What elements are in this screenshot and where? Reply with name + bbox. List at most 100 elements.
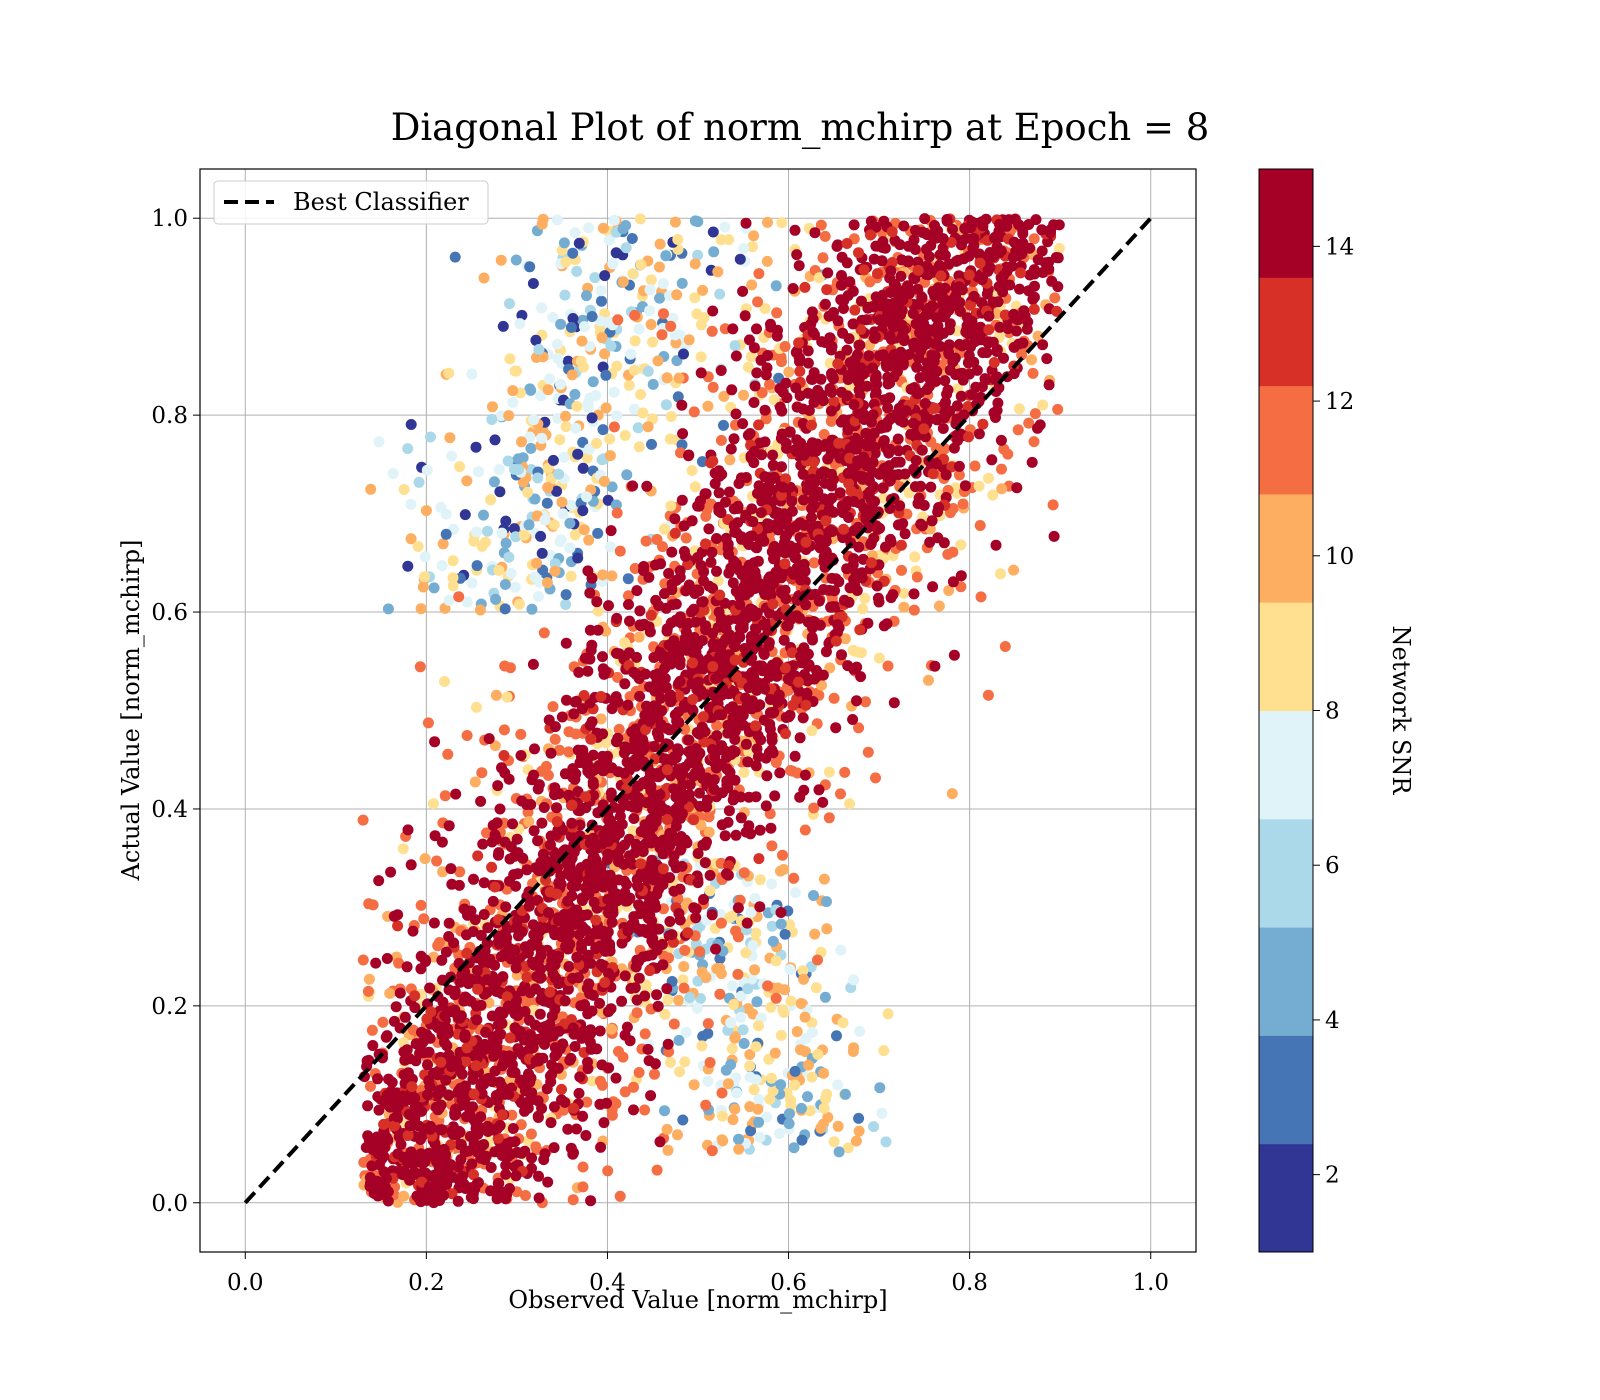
data-point <box>869 496 881 507</box>
data-point <box>745 906 757 918</box>
data-point <box>372 1073 384 1085</box>
data-point <box>1047 499 1059 511</box>
data-point <box>670 337 682 349</box>
data-point <box>357 954 369 966</box>
data-point <box>789 224 801 236</box>
data-point <box>582 402 594 413</box>
data-point <box>775 907 787 918</box>
data-point <box>774 865 786 877</box>
data-point <box>696 596 708 608</box>
data-point <box>826 415 837 427</box>
data-point <box>669 814 681 826</box>
data-point <box>658 308 669 320</box>
data-point <box>642 365 654 377</box>
data-point <box>560 637 572 649</box>
data-point <box>547 960 559 972</box>
data-point <box>659 1008 671 1020</box>
data-point <box>897 356 909 368</box>
data-point <box>485 494 497 506</box>
data-point <box>764 378 775 390</box>
data-point <box>490 689 502 701</box>
data-point <box>865 557 877 569</box>
data-point <box>606 1109 618 1121</box>
data-point <box>754 874 766 886</box>
data-point <box>589 272 601 284</box>
data-point <box>802 1091 813 1103</box>
data-point <box>631 585 643 597</box>
data-point <box>1018 305 1030 317</box>
data-point <box>836 649 847 661</box>
data-point <box>417 581 429 593</box>
data-point <box>715 917 727 929</box>
data-point <box>1027 367 1039 379</box>
data-point <box>711 565 722 577</box>
data-point <box>907 308 919 319</box>
data-point <box>577 505 589 517</box>
data-point <box>624 892 636 904</box>
data-point <box>610 1072 622 1084</box>
data-point <box>982 689 994 701</box>
data-point <box>567 972 579 984</box>
data-point <box>841 238 853 249</box>
data-point <box>874 350 885 362</box>
data-point <box>502 1150 514 1162</box>
data-point <box>843 512 854 523</box>
data-point <box>454 461 466 473</box>
data-point <box>851 661 863 673</box>
data-point <box>717 1135 729 1147</box>
data-point <box>606 916 618 928</box>
data-point <box>957 498 969 510</box>
data-point <box>806 512 817 523</box>
data-point <box>538 1154 550 1166</box>
data-point <box>419 571 430 583</box>
data-point <box>930 442 942 454</box>
data-point <box>999 641 1011 652</box>
data-point <box>697 284 709 296</box>
data-point <box>784 919 796 931</box>
data-point <box>899 528 911 540</box>
data-point <box>855 671 867 683</box>
data-point <box>569 529 581 541</box>
data-point <box>672 1129 683 1141</box>
data-point <box>995 568 1006 580</box>
data-point <box>581 1096 593 1108</box>
data-point <box>530 334 542 346</box>
data-point <box>578 321 590 333</box>
data-point <box>896 564 907 576</box>
data-point <box>626 233 638 244</box>
data-point <box>373 436 385 448</box>
data-point <box>838 303 849 314</box>
data-point <box>553 468 565 480</box>
data-point <box>436 560 448 572</box>
data-point <box>766 920 778 932</box>
data-point <box>654 292 666 304</box>
data-point <box>613 723 625 735</box>
data-point <box>709 478 721 490</box>
data-point <box>628 403 640 415</box>
data-point <box>582 1063 594 1075</box>
data-point <box>746 279 758 291</box>
data-point <box>628 1081 639 1093</box>
data-point <box>798 494 809 506</box>
data-point <box>652 355 664 367</box>
data-point <box>855 295 867 307</box>
data-point <box>707 381 719 393</box>
data-point <box>549 782 561 794</box>
data-point <box>567 313 579 324</box>
data-point <box>828 506 839 518</box>
data-point <box>501 691 513 703</box>
data-point <box>808 557 820 569</box>
data-point <box>844 798 856 810</box>
data-point <box>592 605 604 617</box>
data-point <box>890 456 902 468</box>
data-point <box>1051 305 1063 317</box>
data-point <box>628 813 640 824</box>
data-point <box>1032 330 1044 342</box>
data-point <box>573 237 585 249</box>
data-point <box>704 869 716 881</box>
data-point <box>726 1043 738 1055</box>
data-point <box>562 355 574 367</box>
data-point <box>1016 349 1028 361</box>
data-point <box>783 1118 795 1130</box>
data-point <box>567 763 579 775</box>
